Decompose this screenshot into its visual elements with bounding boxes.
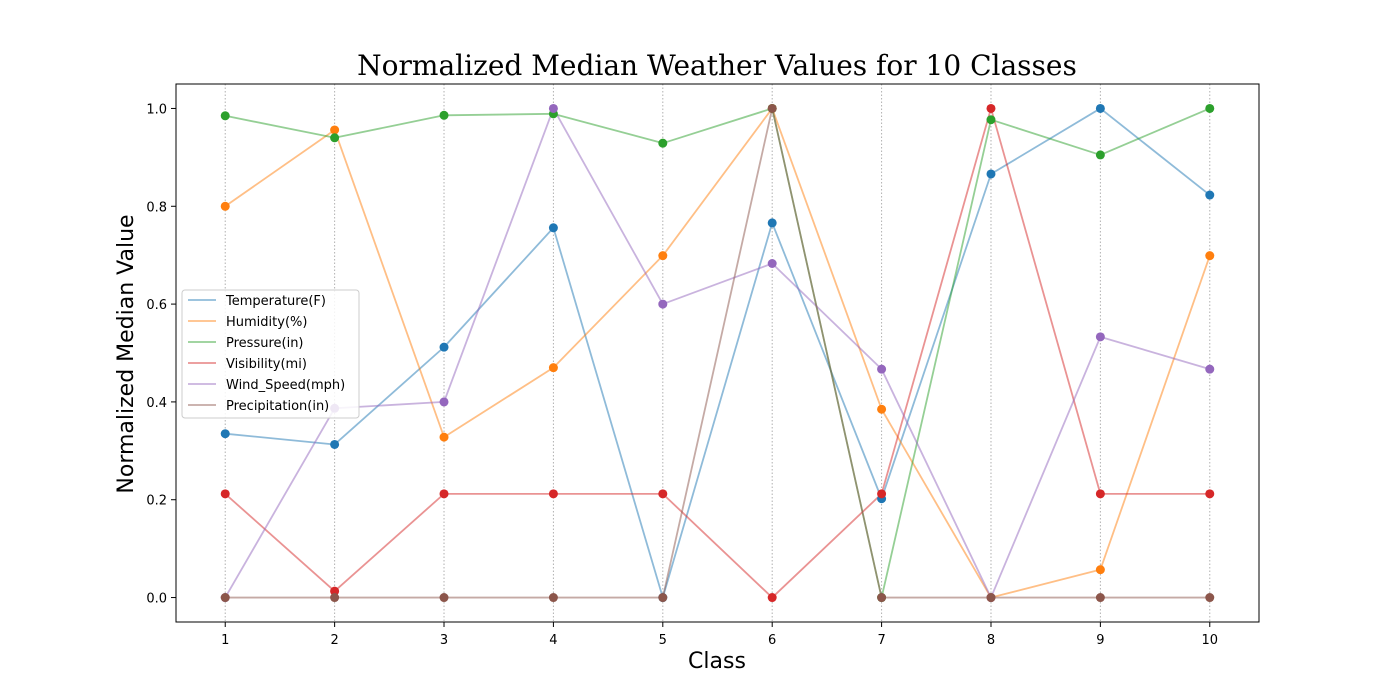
data-point-s5-c10 [1205,593,1215,603]
data-point-s5-c9 [1095,593,1105,603]
data-point-s5-c2 [330,593,340,603]
data-point-s3-c10 [1205,489,1215,499]
x-tick-label: 8 [987,633,995,648]
series-line-5 [225,107,1210,599]
data-point-s3-c7 [877,489,887,499]
data-point-s2-c3 [439,110,449,120]
x-tick-label: 5 [659,633,667,648]
data-point-s0-c4 [548,223,558,233]
legend-label: Pressure(in) [226,336,304,351]
y-tick-label: 1.0 [146,102,167,117]
x-tick-label: 10 [1201,633,1218,648]
data-point-s1-c1 [220,201,230,211]
series-line-2 [225,107,1211,599]
legend-label: Visibility(mi) [226,357,307,372]
data-points [220,103,1215,603]
y-tick-label: 0.8 [146,200,167,215]
data-point-s5-c4 [548,593,558,603]
x-axis-label: Class [688,649,746,674]
x-tick-label: 7 [877,633,885,648]
data-point-s2-c1 [220,111,230,121]
series-line-4 [224,107,1211,599]
legend-label: Wind_Speed(mph) [226,378,345,393]
data-point-s2-c8 [986,115,996,125]
data-point-s4-c9 [1095,332,1105,342]
legend-label: Temperature(F) [225,294,326,309]
data-point-s0-c6 [767,218,777,228]
grid-lines [224,84,1211,622]
legend-label: Precipitation(in) [226,399,329,414]
data-point-s0-c3 [439,342,449,352]
data-point-s1-c2 [330,125,340,135]
data-point-s2-c2 [330,133,340,143]
data-point-s5-c5 [658,593,668,603]
data-point-s3-c5 [658,489,668,499]
y-tick-label: 0.0 [146,592,167,607]
data-point-s0-c1 [220,429,230,439]
legend: Temperature(F) Humidity(%) Pressure(in) Vis… [181,289,360,419]
data-point-s0-c8 [986,169,996,179]
data-point-s4-c4 [548,103,558,113]
data-point-s5-c8 [986,593,996,603]
data-point-s1-c3 [439,432,449,442]
data-point-s4-c5 [658,299,668,309]
data-point-s0-c2 [330,439,340,449]
x-tick-label: 3 [440,633,448,648]
chart-title: Normalized Median Weather Values for 10 … [357,49,1077,82]
data-point-s3-c3 [439,489,449,499]
x-tick-label: 6 [768,633,776,648]
plot-area-frame [175,83,1260,623]
legend-box [181,289,360,419]
y-tick-label: 0.6 [146,298,167,313]
data-point-s5-c3 [439,593,449,603]
data-point-s5-c7 [877,593,887,603]
legend-label: Humidity(%) [226,315,307,330]
x-tick-label: 9 [1096,633,1104,648]
x-tick-label: 2 [330,633,338,648]
data-point-s0-c10 [1205,190,1215,200]
data-point-s1-c5 [658,251,668,261]
data-point-s1-c4 [548,363,558,373]
y-tick-label: 0.4 [146,396,167,411]
data-point-s3-c1 [220,489,230,499]
data-point-s5-c1 [220,593,230,603]
data-point-s5-c6 [767,103,777,113]
data-point-s2-c5 [658,138,668,148]
data-point-s3-c4 [548,489,558,499]
data-point-s1-c7 [877,404,887,414]
y-axis-label: Normalized Median Value [114,214,139,493]
x-tick-label: 1 [221,633,229,648]
data-point-s2-c10 [1205,103,1215,113]
data-point-s4-c6 [767,258,777,268]
data-point-s1-c10 [1205,251,1215,261]
x-tick-label: 4 [549,633,557,648]
data-point-s3-c6 [767,593,777,603]
data-point-s1-c9 [1095,565,1105,575]
series-lines [224,107,1211,599]
data-point-s4-c3 [439,397,449,407]
data-point-s4-c10 [1205,364,1215,374]
data-point-s4-c7 [877,364,887,374]
x-axis-ticks: 1 2 3 4 5 6 7 8 9 10 [221,622,1218,648]
y-tick-label: 0.2 [146,494,167,509]
series-line-3 [224,107,1210,599]
y-axis-ticks: 0.0 0.2 0.4 0.6 0.8 1.0 [146,102,176,607]
series-line-0 [225,107,1211,599]
series-line-1 [224,107,1211,599]
data-point-s3-c8 [986,103,996,113]
data-point-s3-c9 [1095,489,1105,499]
data-point-s0-c9 [1095,103,1105,113]
data-point-s3-c2 [330,586,340,596]
data-point-s2-c9 [1095,150,1105,160]
